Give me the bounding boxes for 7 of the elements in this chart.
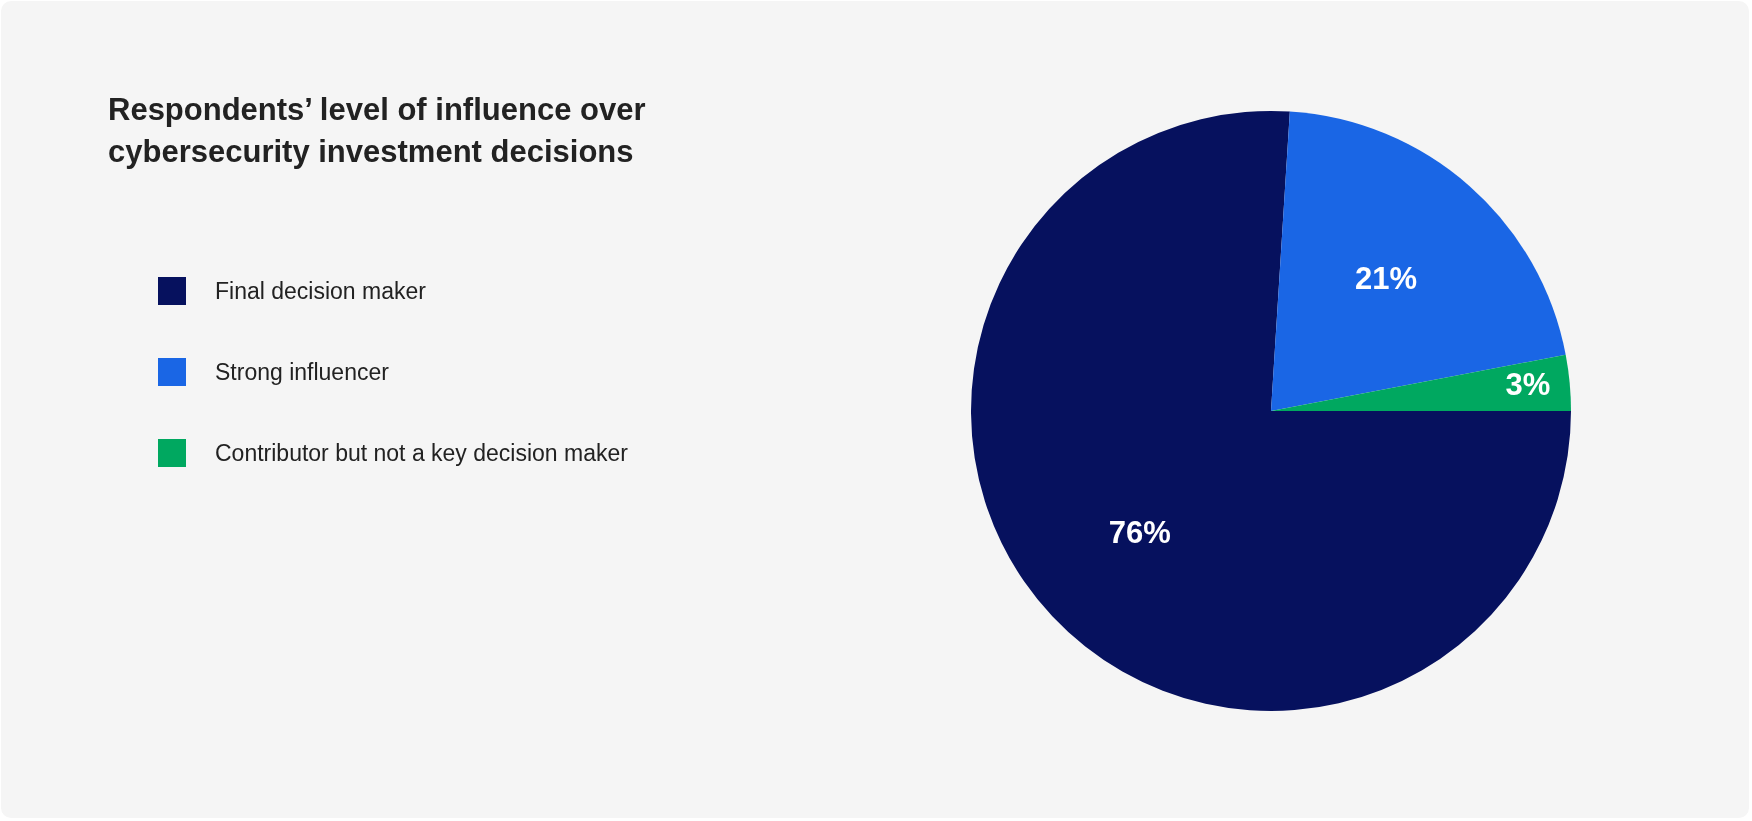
data-label: 3% [1505,367,1551,403]
legend-label: Strong influencer [215,358,389,386]
data-label: 76% [1108,514,1171,550]
chart-title: Respondents’ level of influence over cybersecurity investment decisions [108,91,647,171]
data-label: 21% [1355,261,1418,297]
legend-label: Contributor but not a key decision maker [215,439,628,467]
legend-label: Final decision maker [215,277,426,305]
